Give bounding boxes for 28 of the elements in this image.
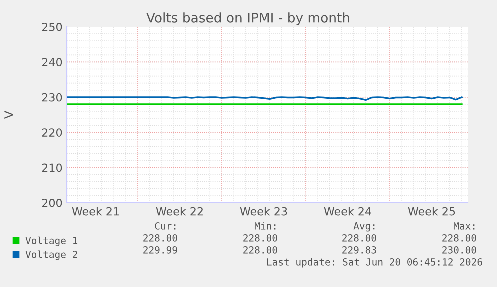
legend-label: Voltage 1 [26,236,78,246]
text: 228.00 [342,234,376,242]
y-tick-label: 230 [42,93,62,102]
x-tick-label: Week 21 [72,207,120,216]
x-tick-label: Week 25 [408,207,456,216]
text: 228.00 [442,234,476,242]
text: Avg: [354,222,375,232]
y-tick-label: 200 [42,198,62,208]
text: 228.00 [244,246,278,254]
text: 230.00 [442,246,476,254]
chart-title: Volts based on IPMI - by month [146,12,350,26]
text: 229.83 [342,246,376,254]
text: Cur: [155,222,176,230]
text: 228.00 [244,234,278,242]
y-tick-label: 240 [42,58,62,67]
y-tick-label: 250 [42,22,62,32]
y-axis-title: V [4,111,14,119]
x-tick-label: Week 22 [156,207,203,216]
x-tick-label: Week 24 [324,207,372,216]
legend-label: Voltage 2 [26,250,78,260]
text: Min: [254,222,276,230]
text: Max: [454,222,475,230]
text: 228.00 [144,234,178,242]
y-tick-label: 210 [42,164,62,172]
text: 229.99 [144,246,178,254]
text: Last update: Sat Jun 20 06:45:12 2026 [267,258,482,268]
y-tick-label: 220 [42,128,62,137]
x-tick-label: Week 23 [240,207,288,216]
